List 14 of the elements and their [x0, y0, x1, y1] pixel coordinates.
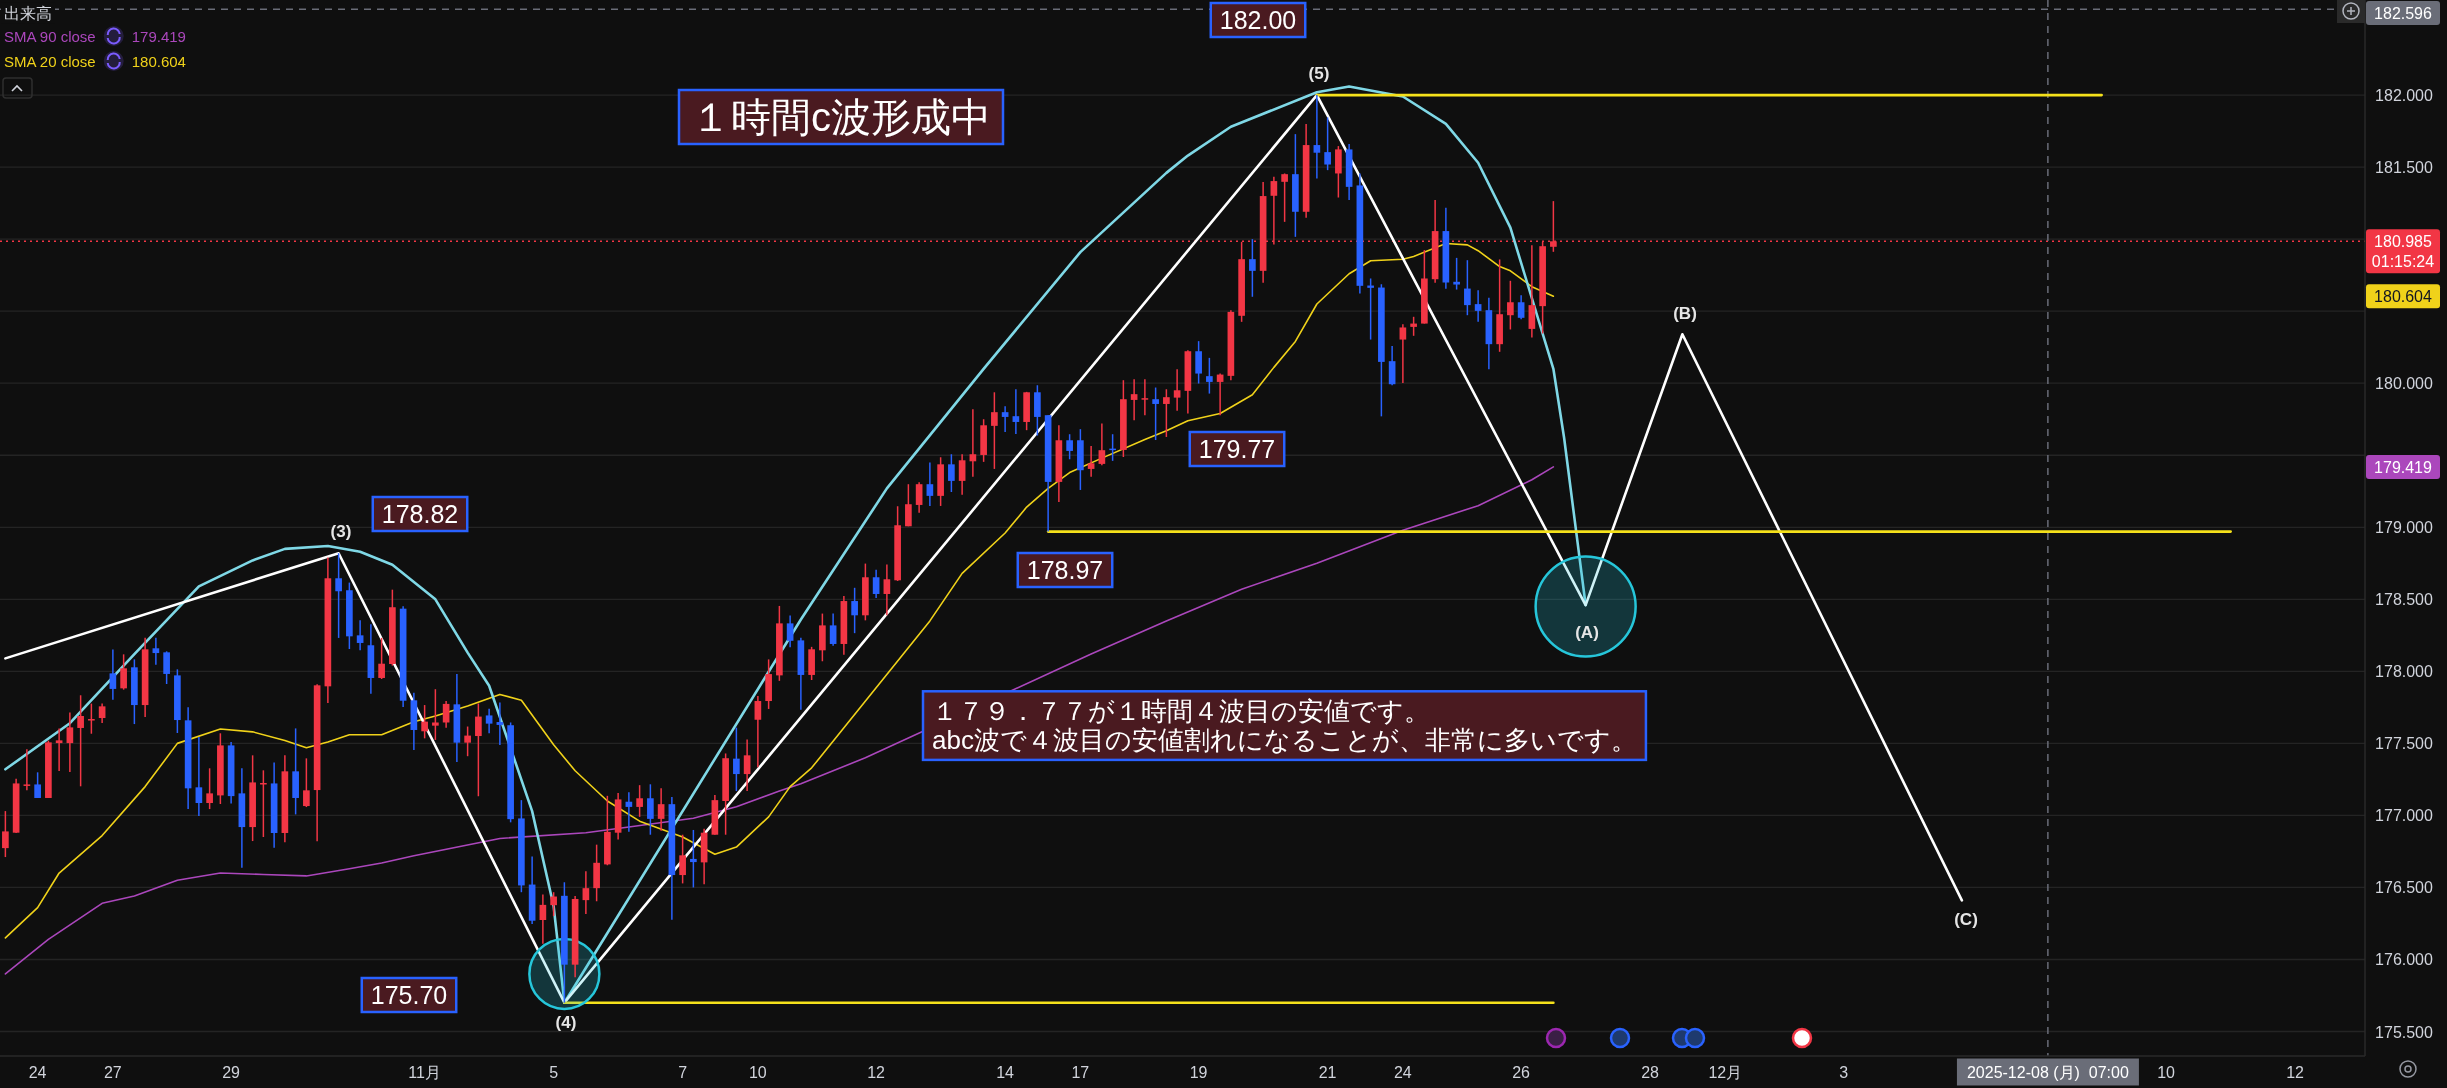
ref-line-label: 182.596 — [2374, 4, 2433, 22]
annotation: 178.97 — [1026, 556, 1104, 584]
annotation: 179.77 — [1198, 435, 1276, 463]
annotation: 178.82 — [381, 500, 459, 528]
annotation: 180.604 — [131, 52, 186, 70]
title: １時間c波形成中 — [677, 88, 1005, 146]
legend: 出来高 SMA 90 close 179.419 SMA 20 close 180.604 — [1, 2, 186, 99]
legend-title: 出来高 — [4, 4, 52, 22]
annotation: 182.00 — [1219, 6, 1297, 34]
annotation: 175.70 — [370, 981, 448, 1009]
annotation: 179.419 — [131, 27, 186, 45]
x-tick-label: 2025-12-08 (月) 07:00 — [1966, 1063, 2129, 1081]
note: １７９．７７が１時間４波目の安値です。 abc波で４波目の安値割れになることが、非常に多いです。 — [921, 690, 1648, 762]
annotation: １７９．７７が１時間４波目の安値です。 abc波で４波目の安値割れになることが、非常に多いです。 — [932, 696, 1637, 755]
